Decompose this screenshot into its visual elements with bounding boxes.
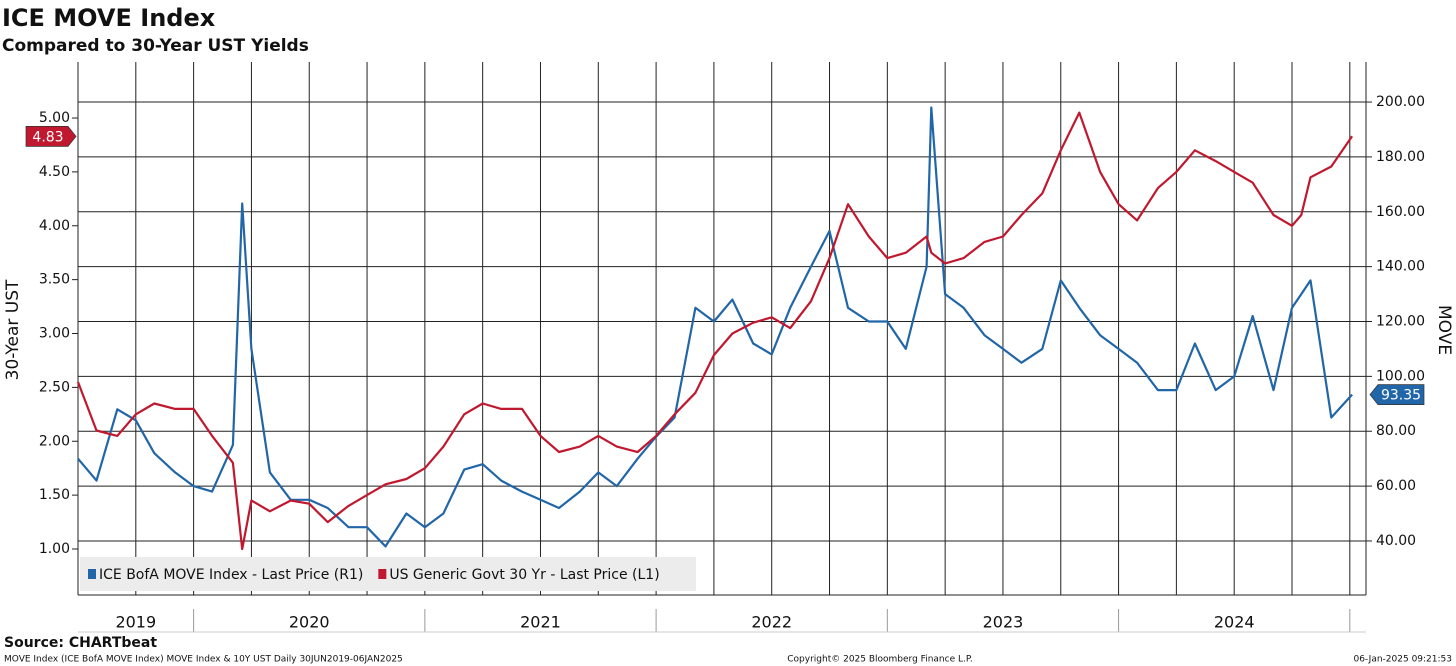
y-tick-label: 4.50 [39, 164, 70, 180]
last-value-badge: 4.83 [25, 125, 77, 147]
x-tick-label: 2021 [520, 613, 561, 632]
legend-label: US Generic Govt 30 Yr - Last Price (L1) [389, 567, 659, 583]
y2-tick-label: 60.00 [1376, 478, 1416, 494]
y2-axis-label: MOVE [1434, 305, 1454, 355]
y-tick-label: 1.00 [39, 541, 70, 557]
legend: ICE BofA MOVE Index - Last Price (R1) US … [80, 557, 696, 591]
y-tick-label: 4.00 [39, 218, 70, 234]
badge-label: 4.83 [32, 129, 63, 145]
y-tick-label: 5.00 [39, 110, 70, 126]
y2-tick-label: 200.00 [1376, 94, 1425, 110]
x-tick-label: 2022 [751, 613, 792, 632]
badge-label: 93.35 [1381, 388, 1421, 404]
x-tick-label: 2019 [115, 613, 156, 632]
legend-box [80, 557, 696, 591]
series-line [77, 106, 1353, 548]
footer-center: Copyright© 2025 Bloomberg Finance L.P. [787, 655, 972, 665]
badge-shape [1369, 384, 1425, 405]
footer-left: MOVE Index (ICE BofA MOVE Index) MOVE In… [4, 655, 403, 665]
y2-tick-label: 80.00 [1376, 423, 1416, 439]
x-tick-label: 2023 [983, 613, 1024, 632]
last-value-badge: 93.35 [1369, 384, 1425, 405]
y2-tick-label: 120.00 [1376, 314, 1425, 330]
legend-swatch [378, 569, 387, 579]
legend-swatch [88, 569, 96, 579]
series-line [76, 111, 1354, 551]
y-tick-label: 3.50 [39, 272, 70, 288]
y2-tick-label: 140.00 [1376, 259, 1425, 275]
source: Source: CHARTbeat [4, 635, 157, 651]
x-tick-label: 2024 [1214, 613, 1255, 632]
y2-tick-label: 40.00 [1376, 533, 1416, 549]
legend-label: ICE BofA MOVE Index - Last Price (R1) [99, 567, 363, 583]
y-tick-label: 2.00 [39, 433, 70, 449]
y-tick-label: 3.00 [39, 326, 70, 342]
footer-right: 06-Jan-2025 09:21:53 [1353, 655, 1452, 665]
x-tick-label: 2020 [289, 613, 330, 632]
y-tick-label: 2.50 [39, 379, 70, 395]
y2-tick-label: 180.00 [1376, 149, 1425, 165]
y2-tick-label: 160.00 [1376, 204, 1425, 220]
chart-subtitle: Compared to 30-Year UST Yields [2, 36, 309, 56]
y-tick-label: 1.50 [39, 487, 70, 503]
y2-tick-label: 100.00 [1376, 368, 1425, 384]
y-axis-label: 30-Year UST [3, 279, 23, 380]
chart-title: ICE MOVE Index [2, 4, 216, 32]
badge-shape [25, 125, 77, 147]
